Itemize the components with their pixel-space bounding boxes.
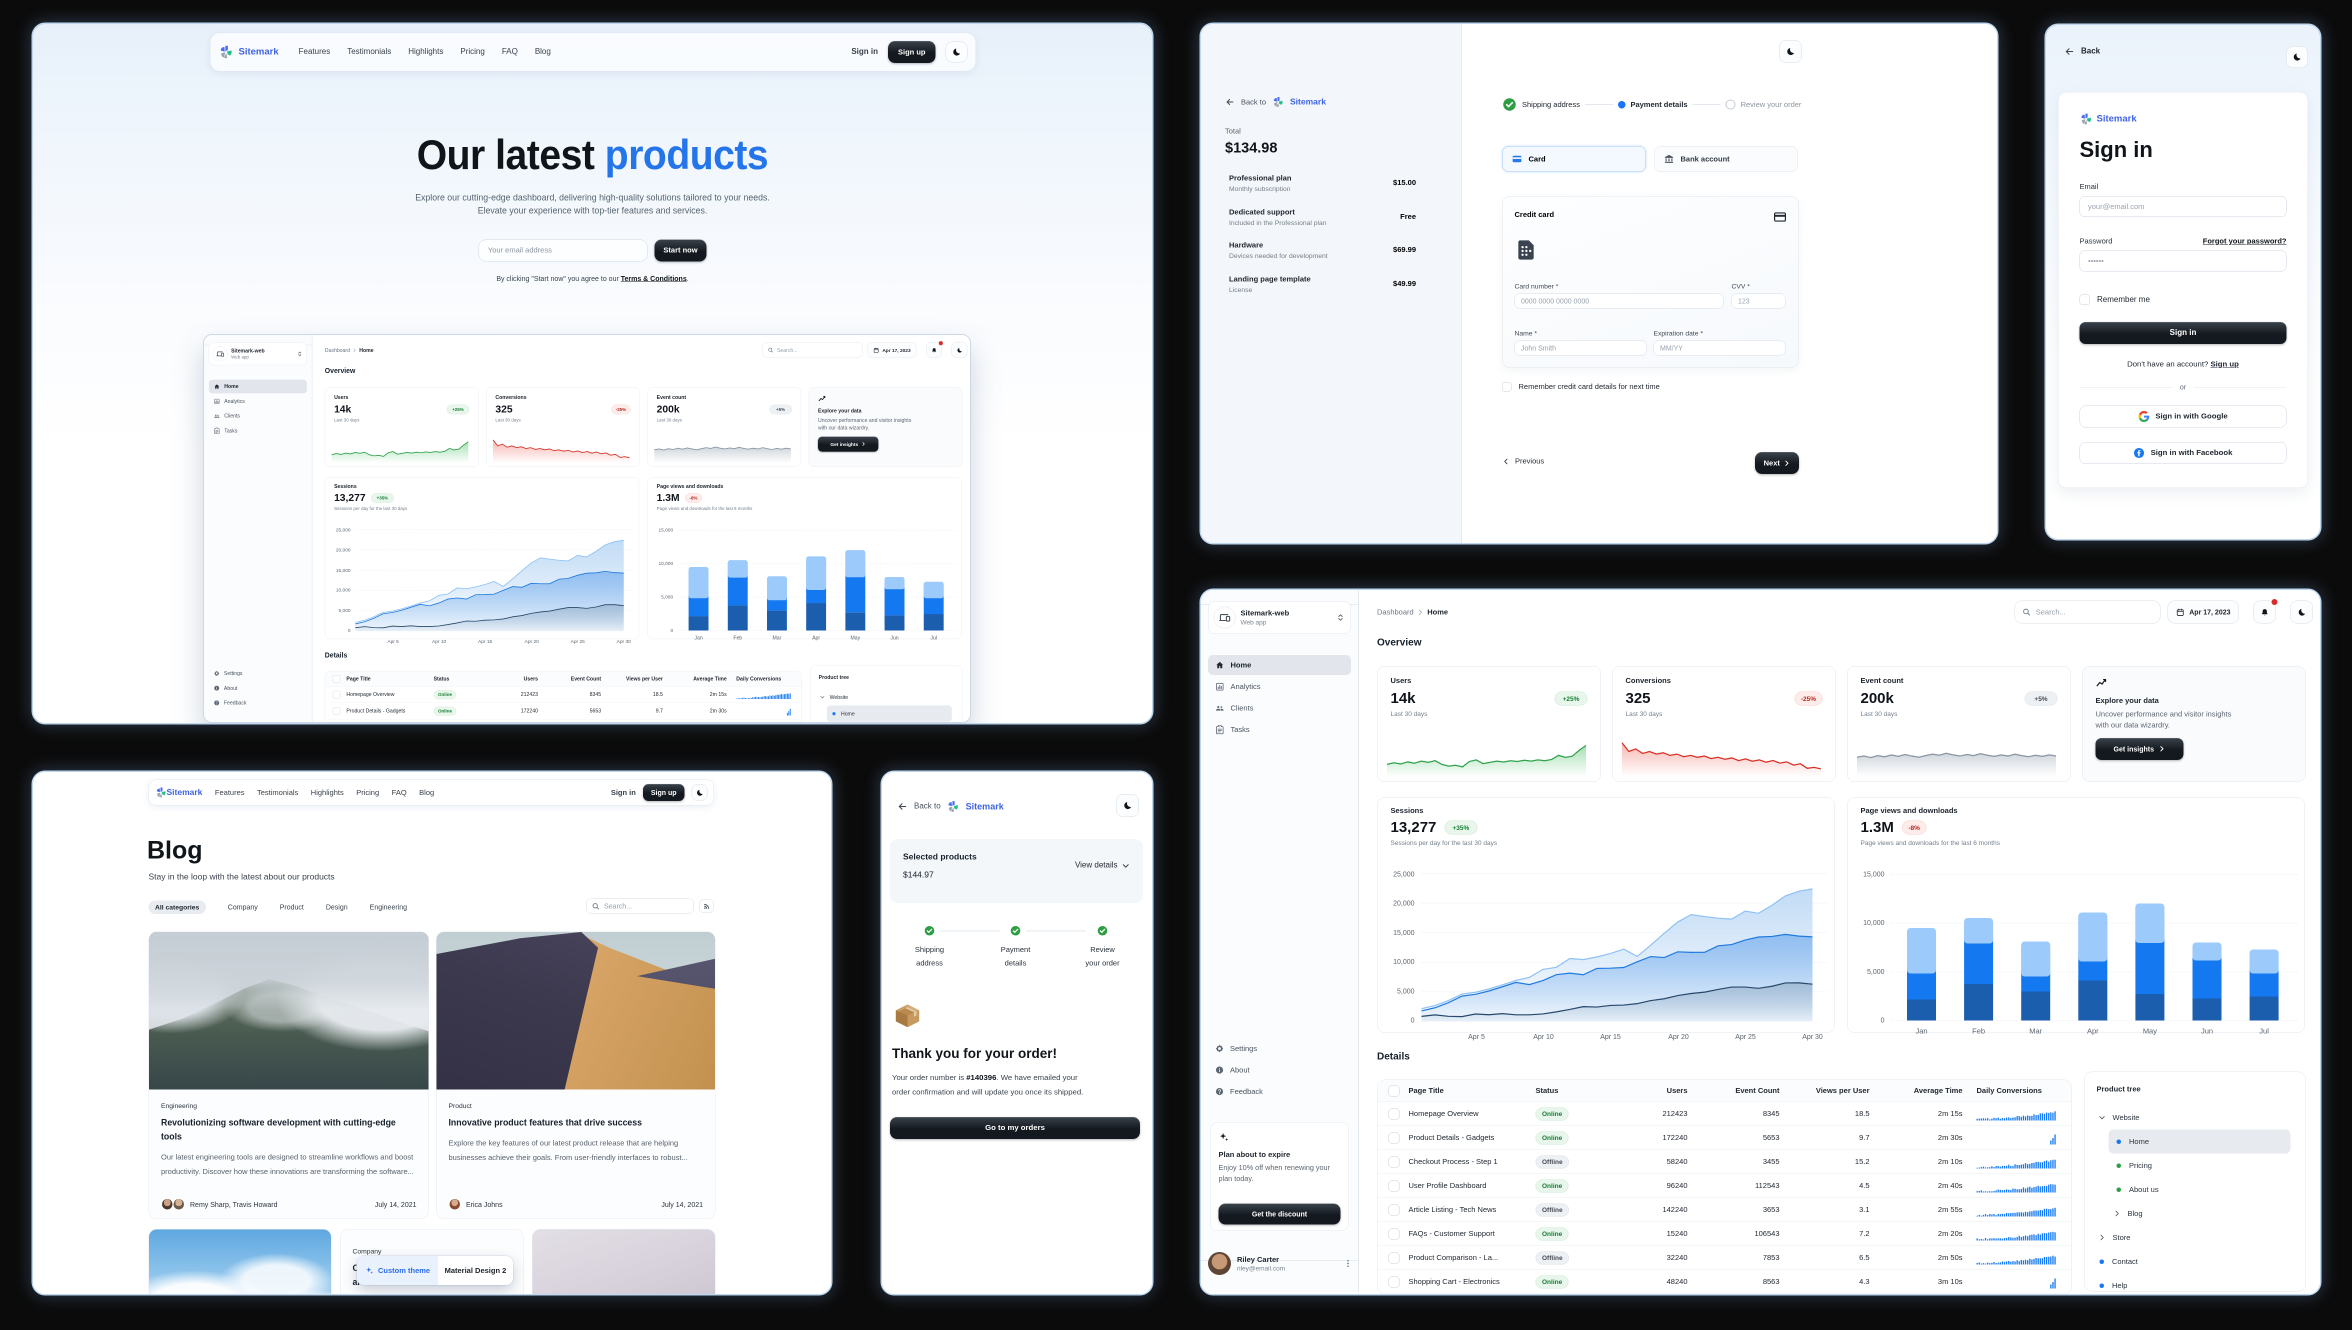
svg-text:Jul: Jul [2259,1027,2269,1036]
svg-text:May: May [850,635,860,641]
svg-text:Jan: Jan [694,635,702,641]
svg-text:Jan: Jan [1915,1027,1927,1036]
svg-text:Jul: Jul [930,635,937,641]
svg-text:Jun: Jun [890,635,898,641]
svg-text:Feb: Feb [733,635,742,641]
svg-text:Apr: Apr [2087,1027,2099,1036]
svg-text:May: May [2143,1027,2157,1036]
svg-text:Feb: Feb [1972,1027,1985,1036]
svg-text:Mar: Mar [2029,1027,2042,1036]
svg-text:Apr: Apr [812,635,820,641]
svg-text:Jun: Jun [2201,1027,2213,1036]
svg-text:Mar: Mar [773,635,782,641]
